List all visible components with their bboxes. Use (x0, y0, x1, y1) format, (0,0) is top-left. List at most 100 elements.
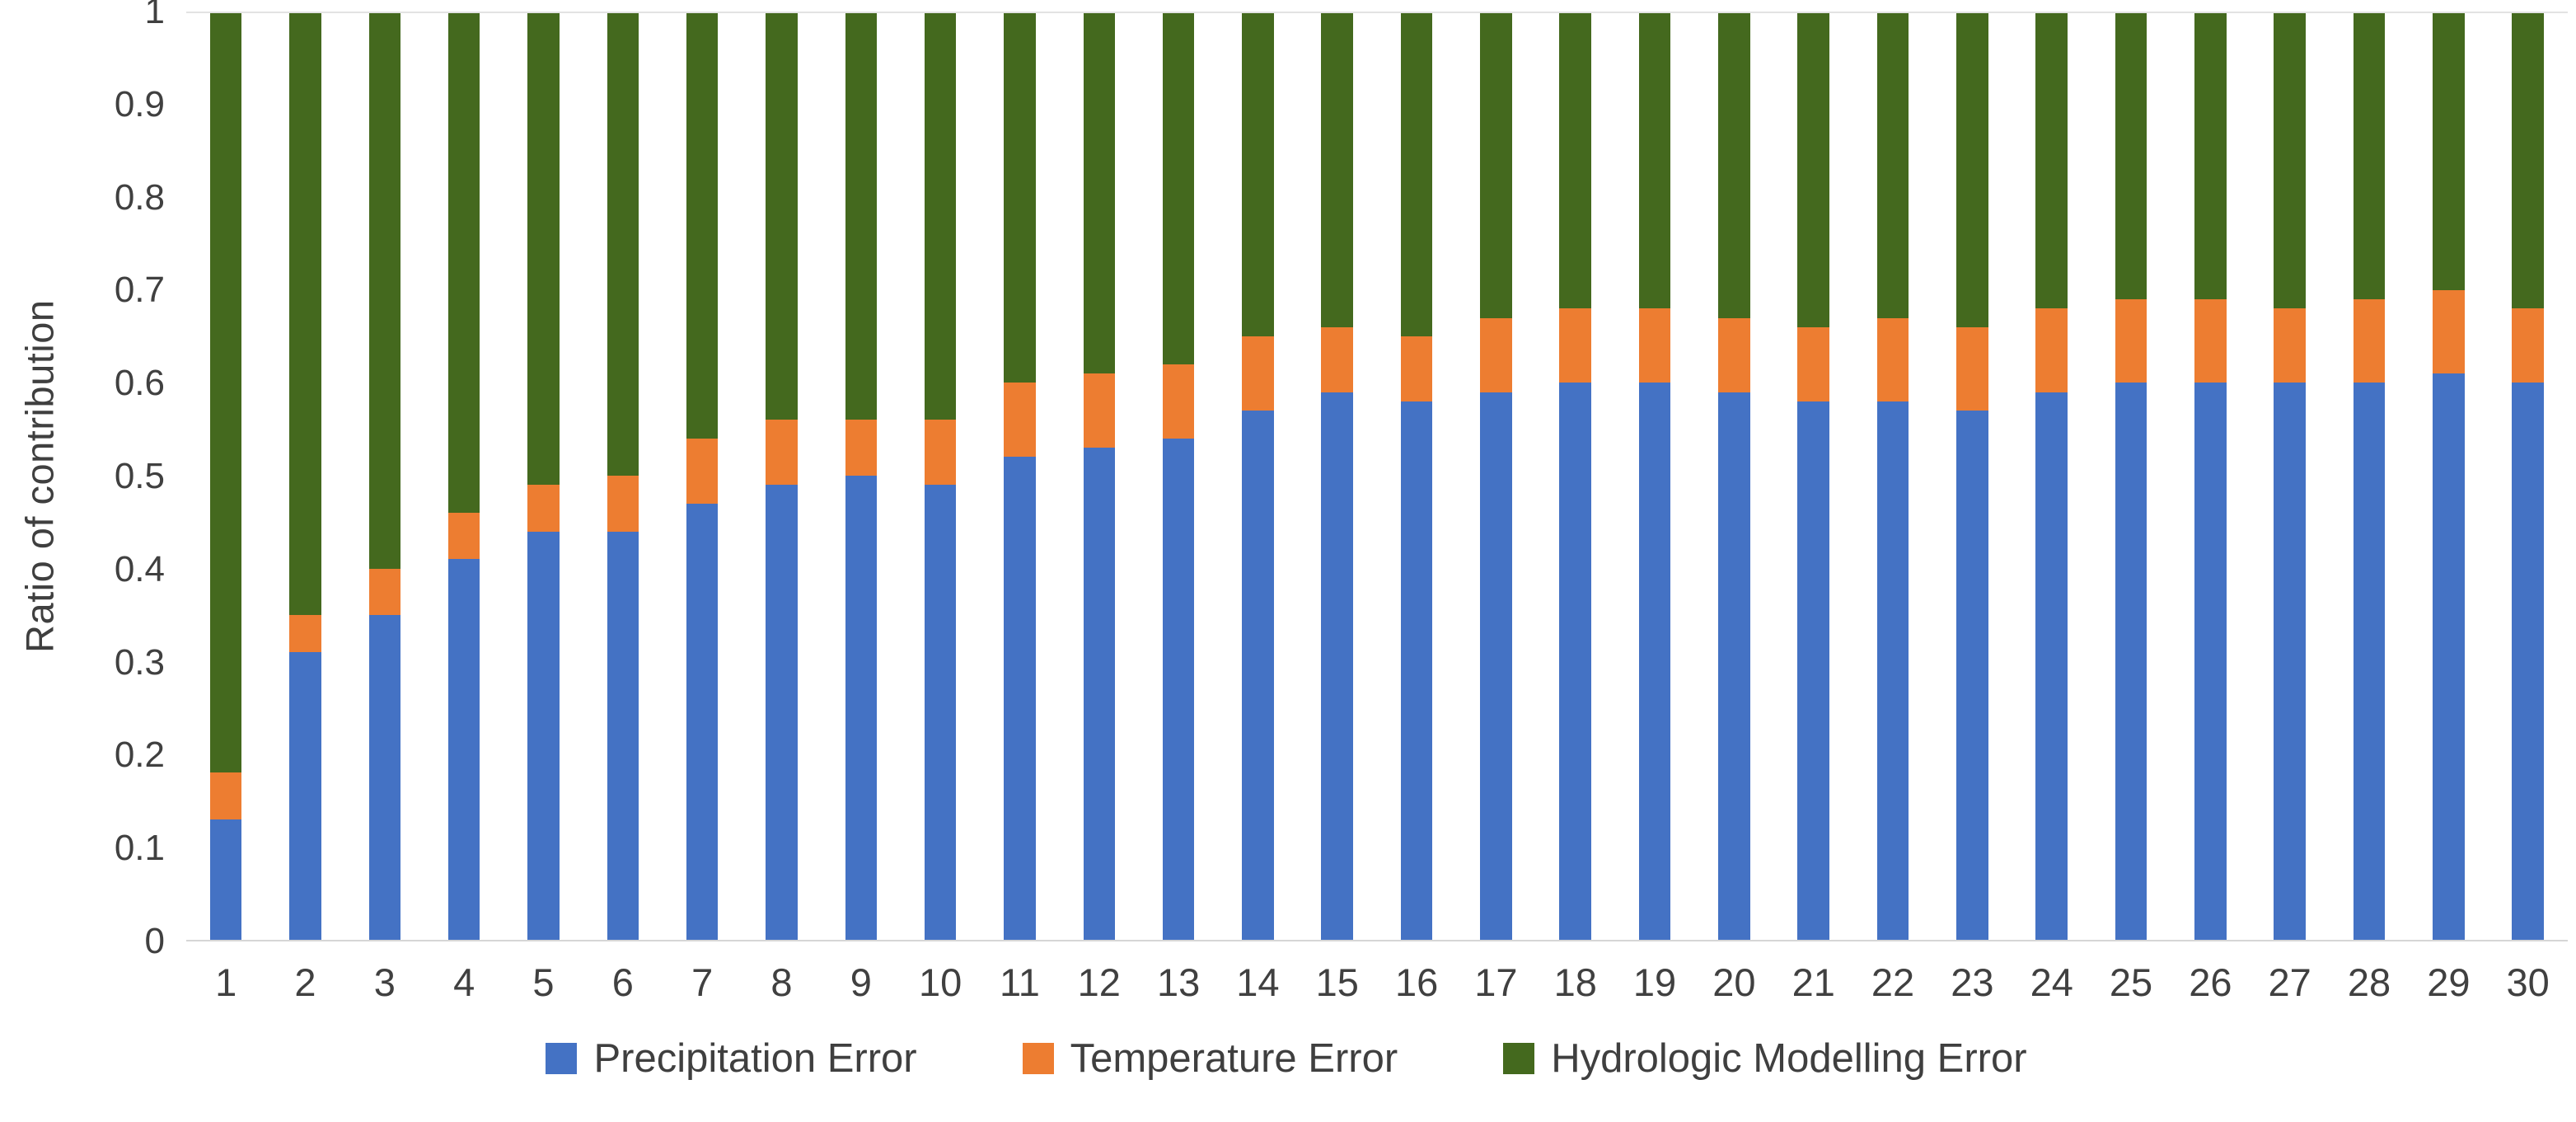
bar-slot (663, 12, 742, 940)
bar-segment-hydrologic-modelling-error (1718, 12, 1750, 318)
stacked-bar (1559, 12, 1591, 940)
bar-slot (583, 12, 663, 940)
bar-segment-hydrologic-modelling-error (447, 12, 480, 514)
bar-segment-temperature-error (368, 568, 401, 615)
bar-slot (742, 12, 821, 940)
bar-segment-hydrologic-modelling-error (368, 12, 401, 569)
legend-item: Hydrologic Modelling Error (1503, 1035, 2027, 1082)
x-tick-label: 27 (2268, 960, 2311, 1004)
bar-segment-precipitation-error (1162, 438, 1195, 940)
y-tick-label: 0.6 (114, 363, 165, 404)
bar-segment-precipitation-error (1400, 401, 1433, 940)
stacked-bar (1718, 12, 1750, 940)
bar-segment-precipitation-error (2433, 373, 2465, 940)
y-tick-label: 0.2 (114, 735, 165, 776)
y-tick-label: 0.3 (114, 641, 165, 683)
legend-marker-icon (1022, 1043, 1054, 1074)
bar-slot (1456, 12, 1535, 940)
y-tick-label: 0 (144, 921, 165, 961)
x-tick-label: 17 (1474, 960, 1518, 1004)
stacked-bar (1321, 12, 1354, 940)
x-axis-labels: 1 2 3 4 5 6 7 8 9 10 11 12 13 14 15 16 17 18 19 20 21 22 23 24 2… (186, 941, 2568, 1021)
bar-slot (822, 12, 901, 940)
bar-segment-precipitation-error (209, 819, 242, 940)
stacked-bar (1004, 12, 1036, 940)
bar-segment-temperature-error (2433, 289, 2465, 374)
bar-segment-temperature-error (447, 513, 480, 560)
bar-segment-precipitation-error (686, 503, 719, 940)
stacked-bar (2115, 12, 2147, 940)
bar-slot (265, 12, 344, 940)
stacked-bar (1242, 12, 1274, 940)
bar-segment-temperature-error (1797, 326, 1829, 401)
x-tick-label: 12 (1077, 960, 1121, 1004)
stacked-bar (845, 12, 878, 940)
x-tick-label: 14 (1236, 960, 1280, 1004)
legend-item: Temperature Error (1022, 1035, 1398, 1082)
bar-segment-precipitation-error (368, 614, 401, 940)
bar-segment-precipitation-error (447, 559, 480, 940)
x-tick-label: 6 (611, 960, 634, 1004)
bar-slot (2012, 12, 2091, 940)
stacked-bar (527, 12, 560, 940)
stacked-bar (2433, 12, 2465, 940)
x-tick-label: 4 (453, 960, 475, 1004)
bar-segment-hydrologic-modelling-error (2433, 12, 2465, 290)
bar-slot (1774, 12, 1853, 940)
bar-slot (1536, 12, 1615, 940)
bar-segment-precipitation-error (2194, 383, 2227, 940)
bar-segment-hydrologic-modelling-error (2512, 12, 2544, 309)
plot-area (186, 12, 2568, 941)
stacked-bar (1956, 12, 1988, 940)
bar-segment-hydrologic-modelling-error (289, 12, 321, 615)
bar-segment-temperature-error (2353, 299, 2386, 383)
x-tick-label: 30 (2506, 960, 2550, 1004)
stacked-bar (1638, 12, 1671, 940)
bar-segment-hydrologic-modelling-error (2194, 12, 2227, 300)
y-tick-label: 0.1 (114, 828, 165, 869)
bar-slot (1377, 12, 1456, 940)
bar-segment-precipitation-error (1321, 392, 1354, 940)
bar-slot (2330, 12, 2409, 940)
stacked-bar (368, 12, 401, 940)
bar-segment-temperature-error (527, 485, 560, 532)
x-tick-label: 16 (1394, 960, 1439, 1004)
legend-label: Precipitation Error (593, 1036, 917, 1081)
bar-segment-temperature-error (2194, 299, 2227, 383)
bar-segment-temperature-error (2115, 299, 2147, 383)
bar-segment-precipitation-error (1480, 392, 1512, 940)
legend: Precipitation Error Temperature Error Hydr… (5, 1021, 2568, 1122)
stacked-bar (1480, 12, 1512, 940)
bar-segment-precipitation-error (1797, 401, 1829, 940)
bar-segment-hydrologic-modelling-error (1638, 12, 1671, 309)
bar-segment-temperature-error (1718, 317, 1750, 392)
stacked-bar (1797, 12, 1829, 940)
bar-slot (1060, 12, 1139, 940)
stacked-bar (1162, 12, 1195, 940)
bar-segment-precipitation-error (2512, 383, 2544, 940)
x-tick-label: 8 (770, 960, 793, 1004)
bar-segment-temperature-error (686, 438, 719, 504)
bar-segment-precipitation-error (1559, 383, 1591, 940)
bar-segment-temperature-error (209, 772, 242, 819)
bar-slot (1853, 12, 1932, 940)
bar-segment-temperature-error (924, 420, 957, 486)
y-tick-label: 1 (144, 0, 165, 31)
x-tick-label: 9 (850, 960, 872, 1004)
bar-segment-precipitation-error (1004, 457, 1036, 940)
legend-label: Temperature Error (1070, 1036, 1398, 1081)
x-tick-label: 24 (2030, 960, 2073, 1004)
x-tick-label: 10 (918, 960, 962, 1004)
x-tick-label: 7 (691, 960, 714, 1004)
bar-segment-hydrologic-modelling-error (1797, 12, 1829, 327)
bar-segment-precipitation-error (607, 531, 639, 940)
y-tick-label: 0.8 (114, 176, 165, 218)
x-tick-label: 21 (1791, 960, 1835, 1004)
bar-segment-temperature-error (1559, 308, 1591, 383)
stacked-bar (924, 12, 957, 940)
bar-slot (186, 12, 265, 940)
stacked-bar (607, 12, 639, 940)
bar-slot (1139, 12, 1218, 940)
bar-slot (2091, 12, 2171, 940)
